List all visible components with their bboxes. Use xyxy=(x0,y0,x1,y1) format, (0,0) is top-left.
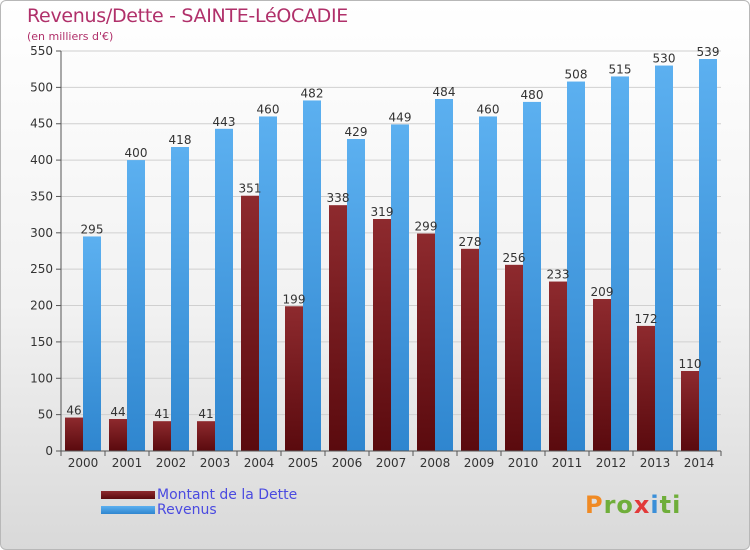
x-tick-label: 2000 xyxy=(68,456,99,470)
y-tick-label: 550 xyxy=(30,44,53,58)
y-tick-label: 100 xyxy=(30,371,53,385)
bar-revenus xyxy=(523,101,541,451)
bar-dette xyxy=(417,233,435,451)
bar-revenus xyxy=(479,116,497,452)
x-tick-label: 2005 xyxy=(288,456,319,470)
data-label-dette: 44 xyxy=(110,405,125,419)
bar-dette xyxy=(241,195,259,451)
x-tick-label: 2011 xyxy=(552,456,583,470)
x-tick-label: 2006 xyxy=(332,456,363,470)
data-label-revenus: 429 xyxy=(345,125,368,139)
bar-revenus xyxy=(435,99,453,451)
data-label-dette: 319 xyxy=(371,205,394,219)
y-tick-label: 50 xyxy=(38,408,53,422)
legend-label-revenus: Revenus xyxy=(157,501,217,518)
bar-dette xyxy=(197,421,215,451)
data-label-dette: 41 xyxy=(154,407,169,421)
data-label-revenus: 484 xyxy=(433,85,456,99)
legend-swatch-dette xyxy=(101,490,155,499)
data-label-dette: 46 xyxy=(66,404,81,418)
data-label-revenus: 400 xyxy=(125,146,148,160)
y-tick-label: 450 xyxy=(30,117,53,131)
y-tick-label: 250 xyxy=(30,262,53,276)
data-label-revenus: 539 xyxy=(697,45,720,59)
data-label-revenus: 530 xyxy=(653,52,676,66)
bar-dette xyxy=(549,281,567,451)
legend-label-dette: Montant de la Dette xyxy=(157,486,298,503)
data-label-dette: 351 xyxy=(239,182,262,196)
bar-revenus xyxy=(215,128,233,451)
bar-revenus xyxy=(259,116,277,452)
x-tick-label: 2003 xyxy=(200,456,231,470)
y-tick-label: 500 xyxy=(30,80,53,94)
data-label-dette: 233 xyxy=(547,268,570,282)
bar-dette xyxy=(65,417,83,451)
data-label-revenus: 508 xyxy=(565,68,588,82)
x-tick-label: 2013 xyxy=(640,456,671,470)
proxiti-logo: Proxiti xyxy=(585,491,682,519)
x-tick-label: 2009 xyxy=(464,456,495,470)
y-tick-label: 200 xyxy=(30,299,53,313)
bar-dette xyxy=(637,325,655,451)
bar-revenus xyxy=(699,59,717,451)
y-tick-label: 0 xyxy=(45,444,53,458)
bar-revenus xyxy=(171,147,189,451)
data-label-revenus: 449 xyxy=(389,110,412,124)
data-label-revenus: 515 xyxy=(609,62,632,76)
bar-dette xyxy=(593,299,611,451)
data-label-dette: 172 xyxy=(635,312,658,326)
data-label-revenus: 460 xyxy=(477,102,500,116)
x-tick-label: 2007 xyxy=(376,456,407,470)
bar-revenus xyxy=(611,76,629,452)
y-tick-label: 300 xyxy=(30,226,53,240)
x-tick-label: 2002 xyxy=(156,456,187,470)
x-tick-label: 2001 xyxy=(112,456,143,470)
x-tick-label: 2012 xyxy=(596,456,627,470)
bar-revenus xyxy=(655,65,673,451)
data-label-revenus: 443 xyxy=(213,115,236,129)
data-label-revenus: 482 xyxy=(301,86,324,100)
data-label-dette: 199 xyxy=(283,292,306,306)
data-label-dette: 278 xyxy=(459,235,482,249)
y-tick-label: 150 xyxy=(30,335,53,349)
bar-revenus xyxy=(127,160,145,451)
bar-dette xyxy=(505,264,523,451)
legend-swatch-revenus xyxy=(101,505,155,514)
bar-dette xyxy=(681,371,699,451)
chart-subtitle: (en milliers d'€) xyxy=(27,30,114,43)
data-label-dette: 256 xyxy=(503,251,526,265)
bar-revenus xyxy=(347,139,365,451)
data-label-revenus: 418 xyxy=(169,133,192,147)
bar-dette xyxy=(285,306,303,451)
bar-revenus xyxy=(83,236,101,451)
data-label-revenus: 295 xyxy=(81,222,104,236)
legend-item-revenus: Revenus xyxy=(101,501,297,518)
data-label-dette: 299 xyxy=(415,220,438,234)
x-tick-label: 2004 xyxy=(244,456,275,470)
bar-dette xyxy=(109,419,127,451)
chart-title: Revenus/Dette - SAINTE-LéOCADIE xyxy=(27,5,348,27)
data-label-dette: 41 xyxy=(198,407,213,421)
x-tick-label: 2008 xyxy=(420,456,451,470)
bar-revenus xyxy=(567,81,585,451)
chart-legend: Montant de la Dette Revenus xyxy=(101,486,298,518)
data-label-revenus: 480 xyxy=(521,88,544,102)
legend-item-dette: Montant de la Dette xyxy=(101,486,298,503)
data-label-dette: 338 xyxy=(327,191,350,205)
x-tick-label: 2010 xyxy=(508,456,539,470)
data-label-dette: 209 xyxy=(591,285,614,299)
bar-dette xyxy=(329,205,347,451)
bar-revenus xyxy=(303,100,321,452)
data-label-dette: 110 xyxy=(679,357,702,371)
bar-revenus xyxy=(391,124,409,452)
bar-dette xyxy=(153,421,171,451)
bar-dette xyxy=(461,248,479,451)
y-tick-label: 400 xyxy=(30,153,53,167)
y-tick-label: 350 xyxy=(30,189,53,203)
data-label-revenus: 460 xyxy=(257,102,280,116)
x-tick-label: 2014 xyxy=(684,456,715,470)
bar-dette xyxy=(373,219,391,451)
